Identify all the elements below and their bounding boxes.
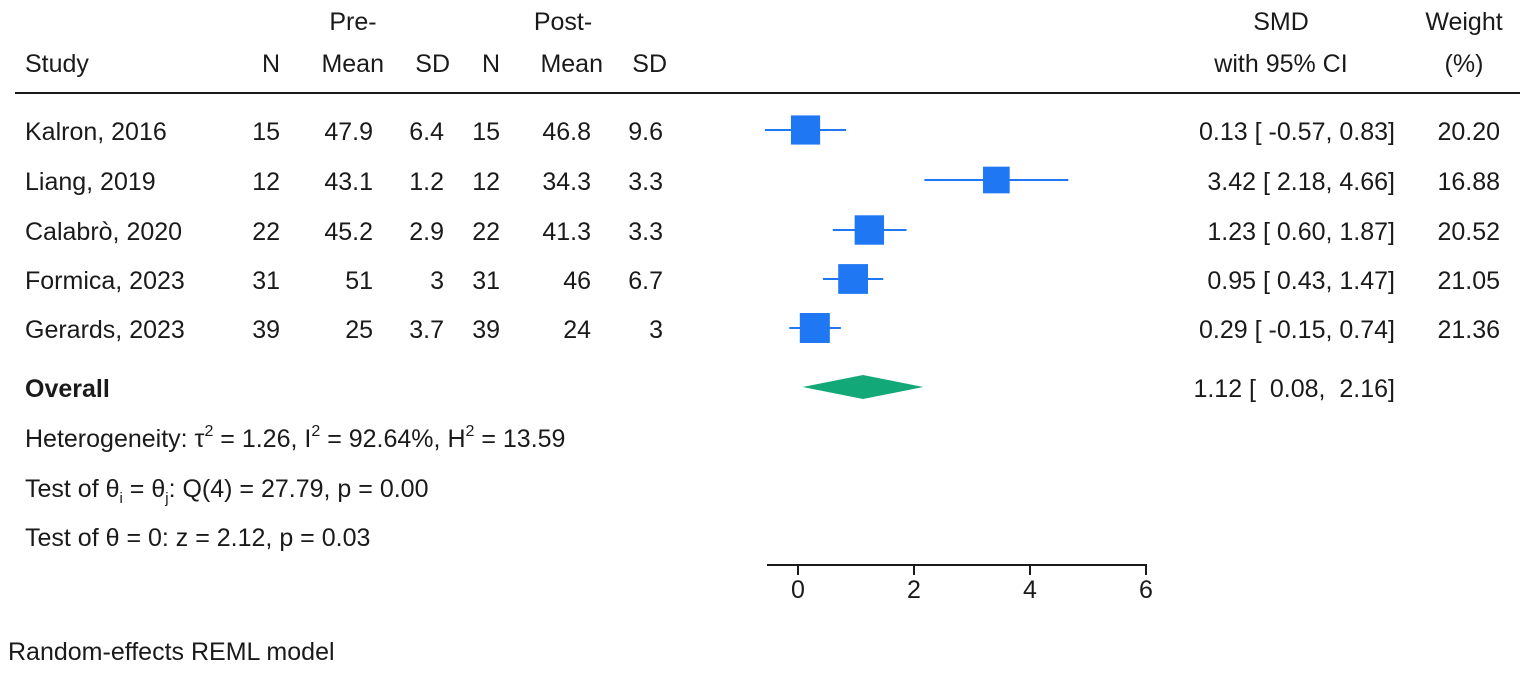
study-name: Kalron, 2016 [25, 118, 167, 146]
study-weight: 21.05 [1437, 267, 1500, 295]
test-theta-zero-text: Test of θ = 0: z = 2.12, p = 0.03 [25, 524, 370, 552]
header-smd: SMD [1253, 8, 1309, 36]
study-post-n: 22 [472, 218, 500, 246]
effect-marker [799, 313, 830, 343]
header-weight-unit: (%) [1445, 50, 1484, 78]
study-weight: 21.36 [1437, 316, 1500, 344]
overall-ci-text: 1.12 [ 0.08, 2.16] [1193, 375, 1395, 403]
x-tick-label: 0 [791, 576, 805, 604]
study-row: Liang, 2019 12 43.1 1.2 12 34.3 3.3 3.42 [ 2.18… [25, 166, 1500, 196]
study-post-n: 12 [472, 168, 500, 196]
column-headers: Pre- Post- SMD Weight Study N Mean SD N … [25, 8, 1503, 78]
study-weight: 20.20 [1437, 118, 1500, 146]
header-pre: Pre- [329, 8, 376, 36]
header-post-n: N [482, 50, 500, 78]
study-pre-n: 39 [252, 316, 280, 344]
study-post-n: 15 [472, 118, 500, 146]
study-post-sd: 6.7 [628, 267, 663, 295]
study-pre-mean: 45.2 [324, 218, 373, 246]
header-study: Study [25, 50, 89, 78]
study-post-sd: 3.3 [628, 168, 663, 196]
study-pre-mean: 47.9 [324, 118, 373, 146]
study-ci-text: 0.29 [ -0.15, 0.74] [1199, 316, 1395, 344]
header-post-sd: SD [632, 50, 667, 78]
study-post-mean: 46 [563, 267, 591, 295]
study-post-n: 31 [472, 267, 500, 295]
header-post: Post- [534, 8, 592, 36]
study-ci-text: 0.95 [ 0.43, 1.47] [1207, 267, 1395, 295]
study-row: Kalron, 2016 15 47.9 6.4 15 46.8 9.6 0.13 [ -0.… [25, 115, 1500, 146]
effect-marker [790, 115, 821, 145]
x-axis-ticks: 0 2 4 6 [791, 565, 1153, 604]
study-name: Liang, 2019 [25, 168, 156, 196]
study-row: Gerards, 2023 39 25 3.7 39 24 3 0.29 [ -0.15, 0… [25, 313, 1500, 344]
study-row: Calabrò, 2020 22 45.2 2.9 22 41.3 3.3 1.23 [ 0.… [25, 215, 1500, 246]
header-pre-sd: SD [415, 50, 450, 78]
effect-marker [854, 215, 885, 245]
study-pre-sd: 3.7 [409, 316, 444, 344]
study-rows: Kalron, 2016 15 47.9 6.4 15 46.8 9.6 0.13 [ -0.… [25, 115, 1500, 344]
study-post-mean: 24 [563, 316, 591, 344]
header-smd-ci: with 95% CI [1213, 50, 1347, 78]
study-pre-mean: 25 [345, 316, 373, 344]
overall-row: Overall 1.12 [ 0.08, 2.16] [25, 375, 1395, 403]
header-pre-n: N [262, 50, 280, 78]
x-tick-label: 2 [907, 576, 921, 604]
header-post-mean: Mean [540, 50, 603, 78]
study-name: Calabrò, 2020 [25, 218, 182, 246]
study-post-mean: 34.3 [542, 168, 591, 196]
study-pre-mean: 51 [345, 267, 373, 295]
study-weight: 16.88 [1437, 168, 1500, 196]
study-post-mean: 46.8 [542, 118, 591, 146]
study-name: Formica, 2023 [25, 267, 185, 295]
study-post-n: 39 [472, 316, 500, 344]
study-pre-mean: 43.1 [324, 168, 373, 196]
study-name: Gerards, 2023 [25, 316, 185, 344]
overall-diamond [802, 375, 924, 399]
x-tick-label: 4 [1023, 576, 1037, 604]
x-axis: 0 2 4 6 [767, 564, 1153, 604]
model-note: Random-effects REML model [8, 638, 335, 666]
study-ci-text: 3.42 [ 2.18, 4.66] [1207, 168, 1395, 196]
study-pre-sd: 3 [430, 267, 444, 295]
header-pre-mean: Mean [321, 50, 384, 78]
study-pre-n: 22 [252, 218, 280, 246]
study-post-mean: 41.3 [542, 218, 591, 246]
effect-marker [983, 166, 1010, 194]
effect-marker [838, 264, 868, 294]
study-pre-sd: 6.4 [409, 118, 444, 146]
study-post-sd: 3.3 [628, 218, 663, 246]
x-tick-label: 6 [1139, 576, 1153, 604]
overall-label: Overall [25, 375, 110, 403]
study-pre-n: 31 [252, 267, 280, 295]
heterogeneity-text: Heterogeneity: τ2 = 1.26, I2 = 92.64%, H… [25, 423, 565, 453]
study-ci-text: 1.23 [ 0.60, 1.87] [1207, 218, 1395, 246]
study-weight: 20.52 [1437, 218, 1500, 246]
study-pre-n: 15 [252, 118, 280, 146]
study-row: Formica, 2023 31 51 3 31 46 6.7 0.95 [ 0.43, 1.… [25, 264, 1500, 295]
study-pre-n: 12 [252, 168, 280, 196]
study-ci-text: 0.13 [ -0.57, 0.83] [1199, 118, 1395, 146]
study-pre-sd: 2.9 [409, 218, 444, 246]
header-weight: Weight [1425, 8, 1502, 36]
study-post-sd: 9.6 [628, 118, 663, 146]
study-post-sd: 3 [649, 316, 663, 344]
study-pre-sd: 1.2 [409, 168, 444, 196]
test-theta-ij-text: Test of θi = θj: Q(4) = 27.79, p = 0.00 [25, 475, 428, 507]
